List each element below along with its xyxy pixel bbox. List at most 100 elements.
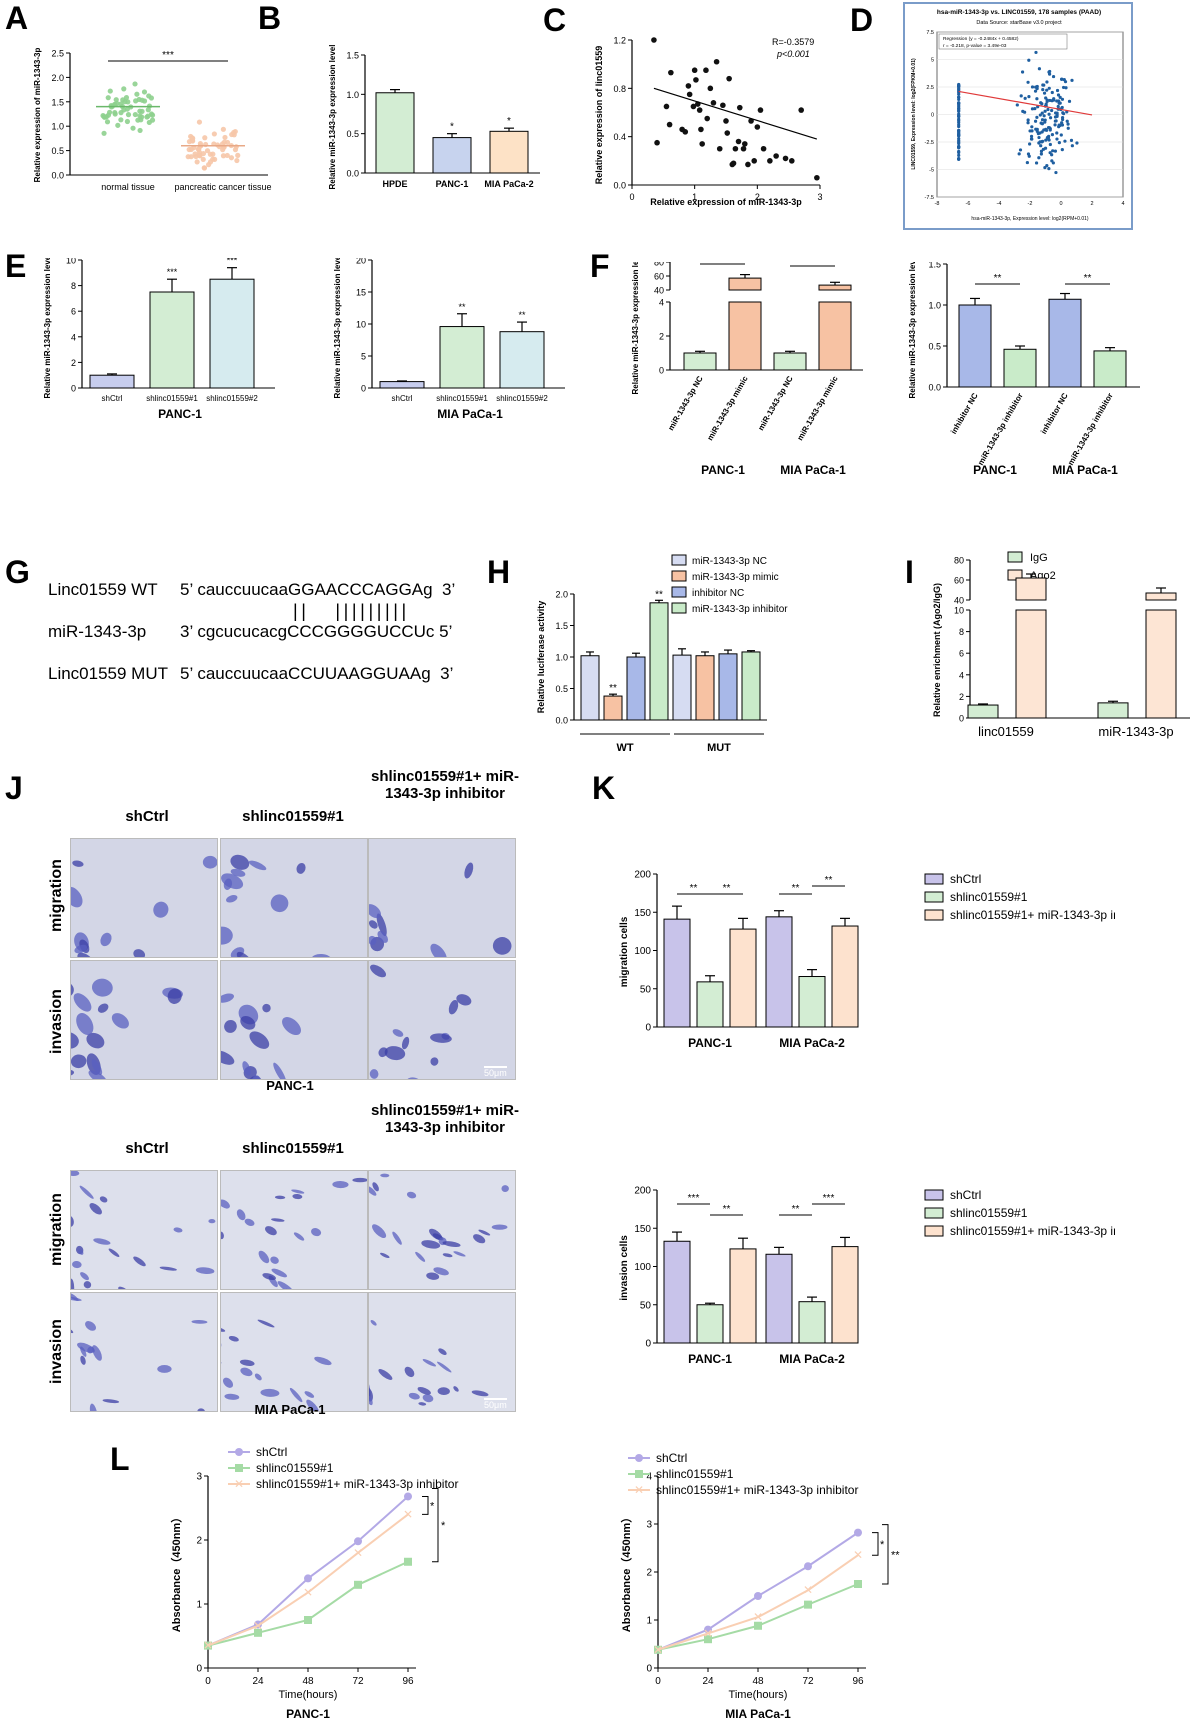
d-point: [1055, 99, 1059, 103]
i-bar-upper: [1145, 592, 1177, 601]
b-y-tick-label: 1.0: [346, 90, 359, 100]
E1-x-tick-label: shlinc01559#1: [146, 394, 198, 403]
d-point: [1047, 167, 1051, 171]
L2-point: [854, 1580, 862, 1588]
migration-micrograph: [368, 1170, 516, 1290]
f1-caption-right: MIA PaCa-1: [780, 463, 846, 477]
e2-y-tick-label: 0: [361, 384, 366, 394]
a-point: [188, 154, 194, 160]
micrograph-image: [221, 1171, 367, 1289]
c-point: [682, 129, 689, 135]
c-point: [767, 158, 773, 164]
d-point: [957, 140, 961, 144]
E2-x-tick-label: shCtrl: [392, 394, 413, 403]
c-r-text: R=-0.3579: [772, 37, 814, 47]
a-point: [202, 135, 208, 141]
panel-label-l: L: [110, 1441, 130, 1477]
c-point: [685, 83, 692, 89]
l1-y-label: Absorbance（450nm）: [170, 1512, 183, 1632]
l2-y-tick-label: 1: [646, 1616, 652, 1627]
L1-point: ✕: [403, 1507, 413, 1521]
h-bar: [626, 656, 646, 721]
d-point: [1041, 139, 1045, 143]
K1-bar: [729, 928, 757, 1028]
a-point: [196, 119, 203, 125]
d-point: [1039, 149, 1044, 153]
b-x-tick-label: PANC-1: [436, 179, 469, 189]
L2-legend-marker: [635, 1454, 643, 1462]
micrograph-image: [71, 1293, 217, 1411]
g-wt-sequence: 5’ cauccuucaaGGAACCCAGGAg 3’: [180, 580, 456, 599]
b-y-tick-label: 1.5: [346, 51, 359, 61]
d-legend-1: Regression (y = -0.2484x + 0.4582): [943, 36, 1019, 42]
d-y-tick-label: -2.5: [925, 140, 934, 146]
d-point: [1035, 115, 1039, 119]
L1-x-label: Time(hours): [279, 1689, 338, 1701]
c-point: [773, 153, 779, 159]
micrograph-image: [369, 961, 515, 1079]
d-y-tick-label: 2.5: [926, 85, 934, 91]
h-y-tick-label: 0.5: [555, 684, 568, 694]
k2-y-tick-label: 200: [634, 1186, 651, 1197]
c-point: [723, 118, 729, 124]
K2-legend-1: shCtrl: [950, 1188, 981, 1202]
f1-y-tick-label: 4: [659, 298, 664, 308]
d-point: [957, 86, 961, 91]
K2-legend-swatch: [924, 1225, 944, 1237]
K1-sig-4-text: **: [825, 875, 833, 886]
f1-x-tick-label: miR-1343-3p mimic: [795, 374, 840, 442]
a-point: [192, 151, 198, 157]
L1-sig-bracket-inner: [422, 1495, 429, 1515]
k2-y-tick-label: 0: [645, 1339, 651, 1350]
h-legend-label: miR-1343-3p NC: [692, 556, 767, 567]
f2-caption-left: PANC-1: [973, 463, 1017, 477]
j-row-invasion-top: invasion: [48, 989, 65, 1054]
panel-label-j: J: [5, 770, 23, 806]
i-y-tick-label: 2: [959, 692, 964, 702]
L1-x-tick-label: 72: [352, 1676, 364, 1687]
i-x-tick-label: miR-1343-3p: [1098, 724, 1173, 739]
j-row-migration-bottom: migration: [48, 1193, 65, 1266]
f2-y-tick-label: 0.5: [928, 342, 941, 352]
L2-point: [804, 1600, 812, 1609]
d-point: [1043, 146, 1048, 150]
L1-point: [354, 1537, 362, 1546]
c-point: [751, 158, 757, 164]
k1-y-tick-label: 150: [634, 908, 651, 919]
f1-x-tick-label: miR-1343-3p mimic: [705, 374, 750, 442]
d-point: [1027, 95, 1031, 99]
e2-y-tick-label: 15: [356, 288, 366, 298]
a-point: [130, 125, 136, 131]
l1-y-tick-label: 0: [196, 1664, 202, 1675]
K1-x-tick-label: MIA PaCa-2: [779, 1036, 845, 1050]
a-point: [101, 114, 108, 120]
panel-label-b: B: [258, 0, 282, 36]
L1-legend-marker: ✕: [234, 1477, 244, 1491]
l1-y-tick-label: 2: [196, 1536, 202, 1547]
d-point: [1035, 97, 1039, 101]
l2-y-tick-label: 2: [646, 1568, 652, 1579]
micrograph-image: [71, 961, 217, 1079]
f1-y-tick-label: 0: [659, 366, 664, 376]
d-point: [957, 156, 961, 161]
c-point: [699, 141, 705, 147]
a-point: [137, 108, 143, 114]
d-point: [1030, 125, 1034, 129]
d-point: [1033, 89, 1038, 93]
c-point: [693, 77, 699, 83]
e2-y-tick-label: 5: [361, 352, 366, 362]
chart-l-miapaca1-line: 0 1 2 3 4 0 24 48 72 96 Time(hours) Absorbance（450n…: [620, 1451, 900, 1720]
d-point: [957, 123, 961, 127]
h-legend-label: inhibitor NC: [692, 588, 744, 599]
g-mirna-sequence: 3’ cgcucucacgCCCGGGGUCCUc 5’: [180, 622, 453, 641]
j-col-shlinc-2: shlinc01559#1: [242, 1140, 344, 1157]
d-y-tick-label: 5: [931, 58, 934, 64]
h-y-tick-label: 0.0: [555, 716, 568, 726]
K1-legend-swatch: [924, 891, 944, 903]
c-y-tick-label: 0.0: [613, 181, 626, 191]
chart-e-miapaca1-bar: 0 5 10 15 20 Relative miR-1343-3p expression …: [333, 258, 565, 421]
d-point: [1035, 127, 1039, 132]
a-point: [108, 103, 114, 109]
f1-x-tick-label: miR-1343-3p NC: [756, 374, 795, 432]
d-point: [1043, 165, 1047, 170]
